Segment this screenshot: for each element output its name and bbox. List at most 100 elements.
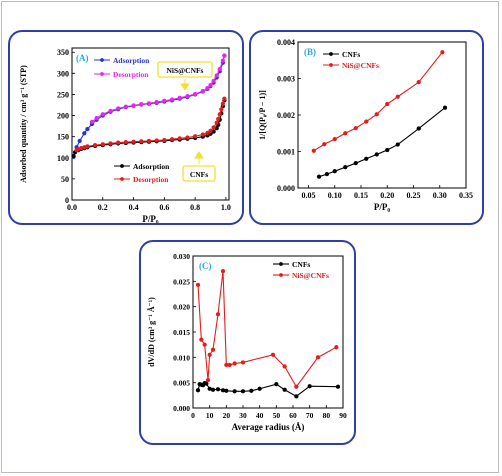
x-tick-label: 0.8 [190, 203, 200, 212]
legend-marker [279, 273, 283, 277]
data-point [222, 96, 227, 101]
panel-b: 0.05 0.10 0.15 0.20 0.25 0.30 0.35 0.000 0.001 0.… [249, 30, 484, 225]
legend-label: NiS@CNFs [292, 271, 329, 280]
data-point [219, 107, 224, 112]
y-tick-label: 0.010 [173, 353, 190, 362]
data-point [208, 83, 213, 88]
plot-area [297, 41, 467, 189]
x-tick-label: 0.4 [129, 203, 139, 212]
data-point [154, 99, 159, 105]
data-point [192, 134, 198, 139]
x-tick-label: 50 [273, 411, 281, 420]
y-tick-label: 300 [57, 69, 69, 78]
x-axis-label: Average radius (Å) [232, 422, 305, 432]
data-point [385, 147, 390, 153]
y-tick-label: 200 [57, 112, 69, 121]
x-tick-label: 80 [323, 411, 331, 420]
y-tick-label: 0.005 [173, 379, 190, 388]
data-point [307, 384, 312, 389]
data-point [416, 80, 421, 85]
data-point [71, 153, 76, 159]
data-point [217, 66, 222, 72]
data-point [154, 138, 159, 143]
y-tick-label: 0.025 [173, 277, 190, 286]
legend-label: Adsorption [133, 162, 170, 171]
y-tick-label: 0.001 [277, 148, 295, 157]
data-point [374, 152, 379, 157]
x-tick-label: 0.25 [407, 191, 421, 200]
legend-marker [329, 63, 333, 67]
x-tick-label: 0 [191, 411, 195, 420]
data-point [217, 112, 222, 117]
data-point [94, 115, 99, 121]
data-point [395, 94, 400, 99]
data-point [294, 394, 299, 399]
data-point [257, 386, 262, 391]
data-point [211, 125, 216, 130]
legend-marker [100, 58, 104, 62]
x-tick-label: 70 [306, 411, 314, 420]
x-tick-label: 20 [223, 411, 231, 420]
data-point [210, 387, 216, 392]
data-point [395, 142, 400, 147]
x-tick-label: 60 [289, 411, 297, 420]
data-point [108, 141, 113, 146]
data-point [227, 362, 232, 368]
x-axis-label: P/P₀ [374, 202, 390, 212]
series-1 [195, 269, 339, 389]
data-point [74, 148, 79, 153]
x-tick-label: 30 [239, 411, 247, 420]
data-point [123, 104, 129, 109]
data-point [270, 352, 276, 357]
data-point [204, 381, 209, 386]
y-axis-label: dV/dD (cm³ g⁻¹ Å⁻¹) [147, 297, 156, 367]
data-point [177, 95, 182, 100]
y-axis-label: 1/[Q(P₀/P − 1)] [258, 90, 267, 140]
data-point [294, 384, 299, 389]
data-point [210, 347, 216, 352]
legend-marker [120, 164, 124, 168]
data-point [322, 142, 327, 147]
data-point [82, 131, 87, 136]
data-point [282, 364, 287, 369]
y-tick-label: 0.015 [173, 328, 190, 337]
series-2 [71, 98, 227, 159]
data-point [214, 120, 219, 125]
data-point [240, 360, 246, 365]
data-point [77, 138, 82, 144]
isotherm-chart: 0.0 0.2 0.4 0.6 0.8 1.0 0 50 100 150 200 250 300 350 P… [19, 47, 231, 223]
x-tick-label: 0.35 [459, 191, 473, 200]
x-tick-label: 0.15 [354, 191, 368, 200]
data-point [334, 345, 339, 350]
data-point [205, 85, 210, 91]
data-point [385, 101, 390, 107]
data-point [364, 156, 369, 161]
data-point [199, 337, 204, 342]
data-point [200, 132, 205, 137]
data-point [202, 342, 207, 347]
data-point [220, 101, 225, 106]
data-point [131, 139, 136, 144]
legend-label: Adsorption [113, 56, 150, 65]
data-point [162, 98, 167, 103]
data-point [215, 387, 221, 392]
data-point [335, 384, 341, 389]
data-point [131, 103, 136, 108]
legend-marker [100, 72, 104, 76]
data-point [177, 136, 182, 141]
data-point [185, 93, 190, 99]
x-tick-label: 0.6 [159, 203, 169, 212]
legend-marker [279, 262, 283, 266]
series-1 [311, 50, 445, 153]
data-point [211, 78, 216, 84]
y-tick-label: 0 [65, 196, 69, 205]
data-point [139, 139, 144, 144]
x-tick-label: 0.20 [380, 191, 394, 200]
panel-label: (C) [199, 261, 212, 271]
series-line [197, 271, 337, 388]
data-point [205, 377, 211, 383]
data-point [232, 389, 237, 394]
y-tick-label: 0.030 [173, 252, 190, 261]
